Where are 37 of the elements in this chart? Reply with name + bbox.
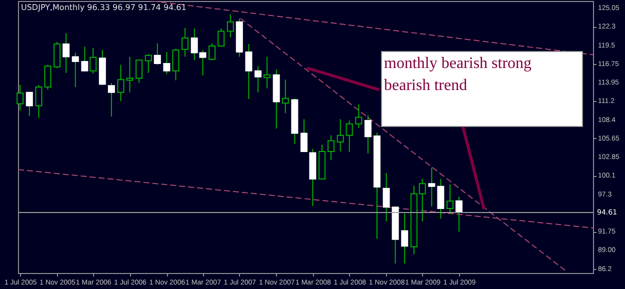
- candlestick: [456, 196, 463, 232]
- candlestick: [245, 43, 252, 100]
- candlestick: [446, 184, 454, 214]
- candlestick: [72, 52, 79, 88]
- candlestick: [126, 56, 134, 93]
- candlestick: [144, 54, 152, 74]
- candlestick: [26, 91, 33, 116]
- candlestick: [54, 41, 61, 69]
- candlestick: [90, 48, 97, 74]
- candlestick: [428, 167, 436, 208]
- candlestick: [182, 27, 189, 58]
- candlestick: [300, 118, 308, 153]
- candlestick: [44, 64, 52, 90]
- candlestick: [35, 84, 42, 118]
- candlestick: [136, 60, 143, 84]
- candlestick: [62, 32, 70, 74]
- candlestick: [328, 134, 335, 161]
- candlestick: [264, 56, 271, 89]
- candlestick: [336, 118, 344, 152]
- candlestick: [226, 14, 234, 38]
- candlestick: [282, 79, 289, 114]
- candlestick: [382, 172, 390, 222]
- candlestick: [437, 178, 444, 220]
- candlestick: [172, 48, 180, 81]
- callout-box: monthly bearish strong bearish trend: [381, 51, 583, 127]
- candlestick: [108, 82, 115, 118]
- candlestick: [154, 42, 161, 66]
- candlestick: [401, 212, 408, 264]
- chart-title: USDJPY,Monthly 96.33 96.97 91.74 94.61: [21, 3, 186, 12]
- candlestick: [117, 64, 124, 102]
- candlestick: [364, 114, 372, 154]
- candlestick: [346, 120, 353, 153]
- candlestick: [254, 66, 262, 93]
- candlestick: [355, 104, 362, 128]
- candlestick: [163, 52, 170, 75]
- candlestick: [208, 42, 216, 61]
- candlestick: [218, 28, 225, 48]
